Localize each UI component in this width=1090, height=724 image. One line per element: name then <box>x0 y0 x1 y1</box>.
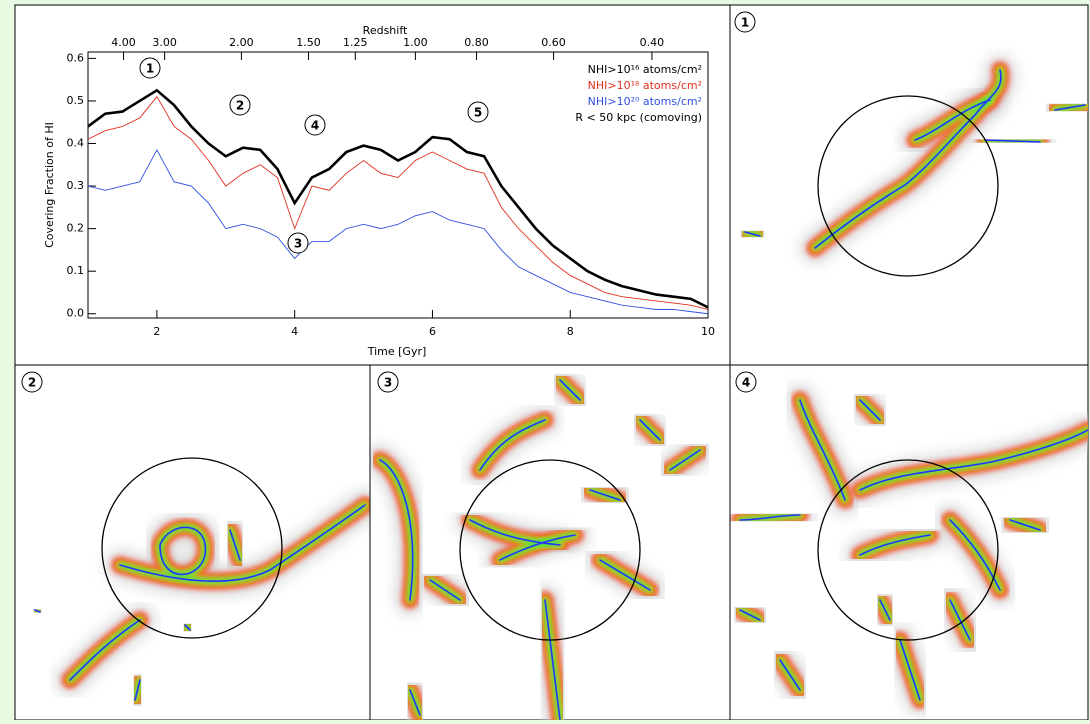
x2-tick-label: 1.00 <box>403 36 428 49</box>
annotation: 5 <box>474 106 482 120</box>
panel-label: 2 <box>28 376 36 390</box>
x2-axis-label: Redshift <box>363 24 408 37</box>
annotation: 2 <box>236 99 244 113</box>
y-tick-label: 0.4 <box>67 137 85 150</box>
panel-label: 3 <box>384 376 392 390</box>
figure: 1 2 3 4 Time [Gyr] Redshift Covering Fra… <box>0 0 1090 720</box>
x2-tick-label: 3.00 <box>152 36 177 49</box>
x-tick-label: 8 <box>567 325 574 338</box>
y-axis-label: Covering Fraction of HI <box>43 122 56 248</box>
x2-tick-label: 4.00 <box>111 36 136 49</box>
y-tick-label: 0.3 <box>67 179 85 192</box>
x-tick-label: 10 <box>701 325 715 338</box>
x-tick-label: 6 <box>429 325 436 338</box>
legend-entry: NHI>10²⁰ atoms/cm² <box>588 95 702 108</box>
y-tick-label: 0.0 <box>67 307 85 320</box>
annotation: 4 <box>311 119 319 133</box>
y-tick-label: 0.5 <box>67 94 85 107</box>
annotation: 3 <box>294 237 302 251</box>
x2-tick-label: 0.40 <box>640 36 665 49</box>
x2-tick-label: 0.60 <box>541 36 566 49</box>
legend-entry: NHI>10¹⁸ atoms/cm² <box>588 79 702 92</box>
legend-entry: NHI>10¹⁶ atoms/cm² <box>588 63 702 76</box>
y-tick-label: 0.1 <box>67 264 85 277</box>
x-axis-label: Time [Gyr] <box>367 345 427 358</box>
legend-note: R < 50 kpc (comoving) <box>575 111 702 124</box>
x-tick-label: 4 <box>291 325 298 338</box>
panel-label: 4 <box>742 376 750 390</box>
y-tick-label: 0.2 <box>67 222 85 235</box>
x-tick-label: 2 <box>153 325 160 338</box>
annotation: 1 <box>146 62 154 76</box>
y-tick-label: 0.6 <box>67 51 85 64</box>
x2-tick-label: 2.00 <box>229 36 254 49</box>
x2-tick-label: 1.50 <box>296 36 321 49</box>
x2-tick-label: 0.80 <box>464 36 489 49</box>
panel-label: 1 <box>741 16 749 30</box>
page: {"chart_data":{"type":"line", "xlabel":"… <box>0 0 1090 720</box>
x2-tick-label: 1.25 <box>343 36 368 49</box>
